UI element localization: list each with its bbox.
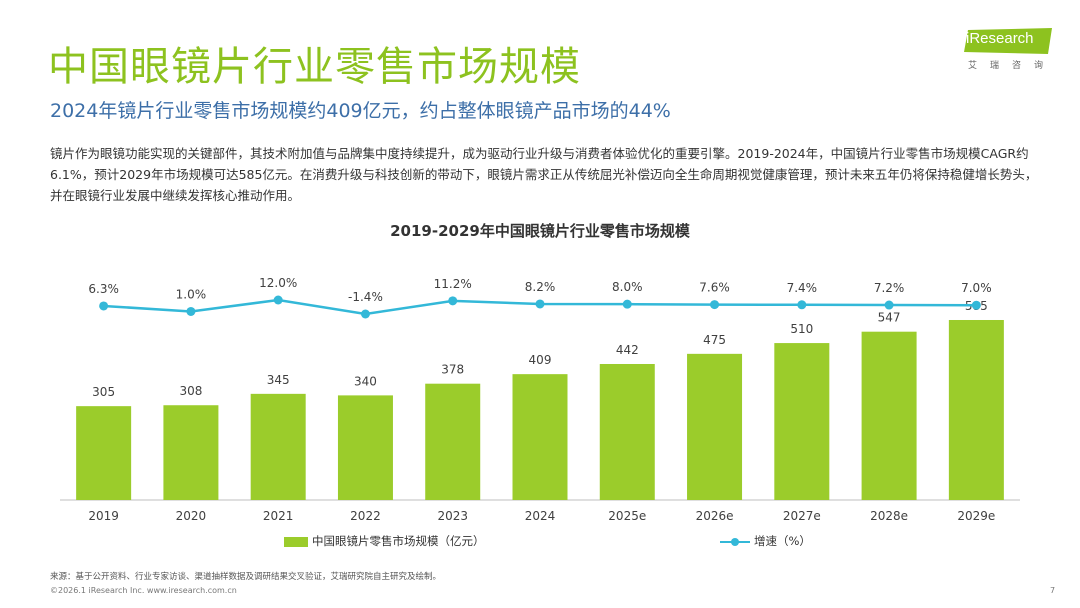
legend-item-line: 增速（%） <box>720 533 811 549</box>
growth-rate-label-2025e: 8.0% <box>612 280 643 294</box>
growth-rate-label-2019: 6.3% <box>88 282 119 296</box>
growth-rate-point-2028e <box>884 300 894 310</box>
bar-2029e <box>948 319 1004 500</box>
body-paragraph: 镜片作为眼镜功能实现的关键部件，其技术附加值与品牌集中度持续提升，成为驱动行业升… <box>50 146 1038 203</box>
growth-rate-label-2029e: 7.0% <box>961 281 992 295</box>
bar-2026e <box>687 353 743 500</box>
bar-2019 <box>76 406 132 500</box>
growth-rate-point-2027e <box>797 300 807 310</box>
growth-rate-point-2026e <box>710 300 720 310</box>
legend-item-bar: 中国眼镜片零售市场规模（亿元） <box>284 533 485 549</box>
bar-value-label-2025e: 442 <box>616 343 639 357</box>
page-subtitle: 2024年镜片行业零售市场规模约409亿元，约占整体眼镜产品市场的44% <box>50 100 671 122</box>
x-tick-label-2027e: 2027e <box>783 509 821 523</box>
iresearch-logo: iResearch 艾瑞咨询 <box>960 24 1060 72</box>
bar-value-label-2028e: 547 <box>878 311 901 325</box>
x-tick-label-2022: 2022 <box>350 509 381 523</box>
legend-line-swatch <box>720 537 750 547</box>
bar-2027e <box>774 343 830 500</box>
x-tick-label-2021: 2021 <box>263 509 294 523</box>
bar-value-label-2026e: 475 <box>703 333 726 347</box>
growth-rate-label-2021: 12.0% <box>259 276 297 290</box>
bar-2025e <box>599 363 655 500</box>
x-tick-label-2020: 2020 <box>176 509 207 523</box>
bar-value-label-2019: 305 <box>92 385 115 399</box>
page-title: 中国眼镜片行业零售市场规模 <box>48 44 581 90</box>
growth-rate-label-2022: -1.4% <box>348 290 383 304</box>
legend-bar-label: 中国眼镜片零售市场规模（亿元） <box>312 534 485 548</box>
growth-rate-point-2023 <box>448 296 458 306</box>
growth-rate-label-2026e: 7.6% <box>699 281 730 295</box>
bar-value-label-2021: 345 <box>267 373 290 387</box>
bar-2021 <box>250 393 306 500</box>
bar-2023 <box>425 383 481 500</box>
bar-value-label-2027e: 510 <box>790 322 813 336</box>
x-tick-label-2023: 2023 <box>437 509 468 523</box>
x-tick-label-2024: 2024 <box>525 509 556 523</box>
x-tick-label-2028e: 2028e <box>870 509 908 523</box>
growth-rate-label-2028e: 7.2% <box>874 281 905 295</box>
bar-value-label-2024: 409 <box>529 353 552 367</box>
bar-value-label-2022: 340 <box>354 374 377 388</box>
growth-rate-point-2020 <box>186 306 196 316</box>
legend-line-label: 增速（%） <box>754 534 811 548</box>
bar-2020 <box>163 405 219 500</box>
logo-text: iResearch <box>966 30 1034 47</box>
growth-rate-point-2029e <box>971 300 981 310</box>
growth-rate-point-2021 <box>273 295 283 305</box>
growth-rate-label-2024: 8.2% <box>525 280 556 294</box>
growth-rate-label-2020: 1.0% <box>176 287 207 301</box>
growth-rate-point-2025e <box>622 299 632 309</box>
bar-2024 <box>512 374 568 500</box>
x-tick-label-2029e: 2029e <box>957 509 995 523</box>
growth-rate-point-2019 <box>99 301 109 311</box>
legend-bar-swatch <box>284 536 308 547</box>
bar-2022 <box>337 395 393 500</box>
x-tick-label-2026e: 2026e <box>696 509 734 523</box>
logo-badge-shape <box>964 28 1052 54</box>
logo-cn-text: 艾瑞咨询 <box>968 61 1057 71</box>
growth-rate-point-2022 <box>360 309 370 319</box>
x-tick-label-2019: 2019 <box>88 509 119 523</box>
growth-rate-point-2024 <box>535 299 545 309</box>
footer-copyright: ©2026.1 iResearch Inc. www.iresearch.com… <box>50 586 237 595</box>
growth-rate-label-2023: 11.2% <box>434 277 472 291</box>
bar-value-label-2020: 308 <box>179 384 202 398</box>
chart-title: 2019-2029年中国眼镜片行业零售市场规模 <box>390 222 690 240</box>
source-note: 来源：基于公开资料、行业专家访谈、渠道抽样数据及调研结果交叉验证，艾瑞研究院自主… <box>50 572 442 582</box>
page-number: 7 <box>1050 586 1056 595</box>
x-tick-label-2025e: 2025e <box>608 509 646 523</box>
growth-rate-label-2027e: 7.4% <box>787 281 818 295</box>
bar-2028e <box>861 331 917 500</box>
bar-value-label-2023: 378 <box>441 363 464 377</box>
